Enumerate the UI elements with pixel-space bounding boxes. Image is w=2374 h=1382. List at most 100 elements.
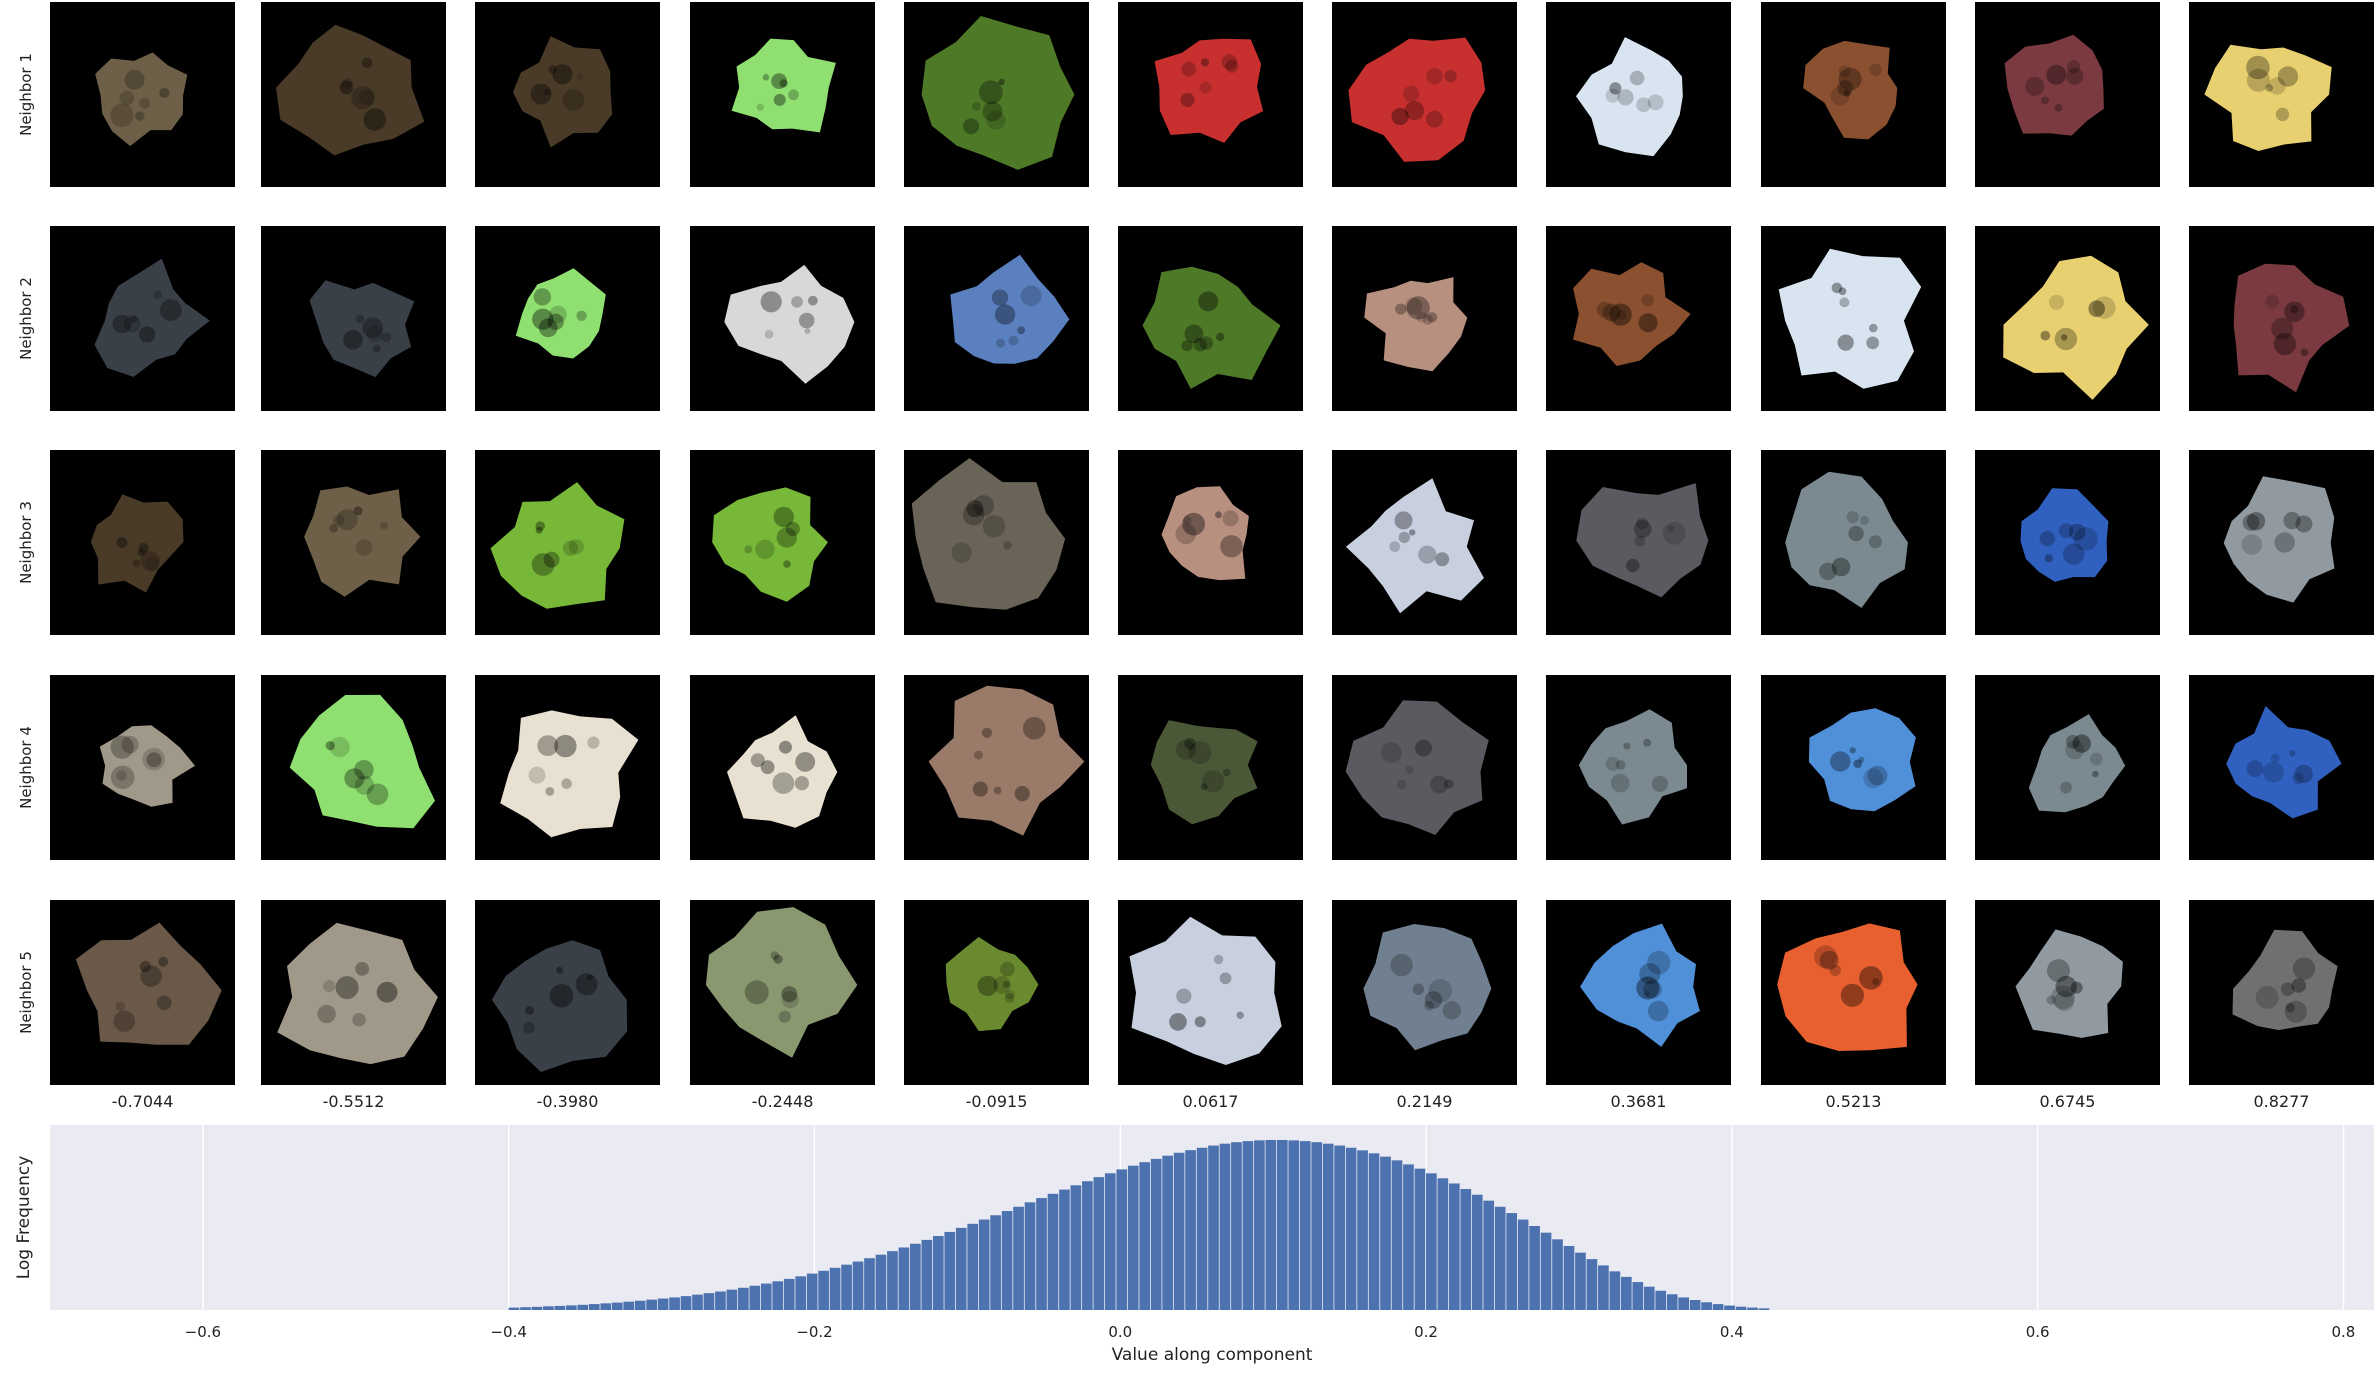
thumbnail-1-10 (1975, 2, 2160, 187)
texture-spot (1641, 294, 1654, 307)
histogram-bar (760, 1283, 772, 1310)
texture-spot (2092, 770, 2099, 778)
texture-spot (110, 103, 134, 128)
texture-spot (1849, 747, 1856, 754)
texture-spot (547, 313, 564, 330)
texture-spot (1843, 89, 1851, 97)
texture-spot (355, 962, 370, 976)
thumbnail-4-11 (2189, 675, 2374, 860)
texture-spot (2061, 334, 2068, 341)
thumbnail-4-6 (1118, 675, 1303, 860)
texture-spot (2025, 76, 2045, 96)
texture-spot (1605, 756, 1620, 771)
texture-spot (2289, 750, 2296, 757)
texture-spot (355, 314, 365, 324)
texture-spot (1609, 82, 1622, 95)
histogram-bar (1024, 1202, 1036, 1310)
texture-spot (1222, 768, 1231, 777)
texture-spot (1616, 310, 1627, 320)
texture-spot (537, 735, 559, 756)
texture-spot (1648, 1000, 1669, 1022)
texture-spot (2044, 554, 2053, 563)
texture-spot (139, 960, 152, 973)
texture-spot (2039, 530, 2055, 547)
histogram-bar (726, 1289, 738, 1310)
masked-region (515, 268, 606, 359)
histogram-bar (1460, 1189, 1472, 1310)
thumbnail-3-3 (475, 450, 660, 635)
texture-spot (2089, 752, 2103, 766)
texture-spot (1636, 976, 1660, 1000)
texture-spot (1829, 964, 1842, 976)
histogram-bar (1426, 1173, 1437, 1310)
texture-spot (1605, 88, 1620, 103)
texture-spot (1225, 59, 1239, 73)
histogram-bar (1082, 1181, 1093, 1310)
texture-spot (1184, 324, 1204, 344)
masked-region (705, 907, 858, 1058)
histogram-bar (1162, 1155, 1173, 1310)
texture-spot (110, 765, 135, 790)
masked-region (2233, 263, 2350, 393)
masked-region (1580, 923, 1700, 1047)
histogram-bar (1529, 1226, 1540, 1310)
texture-spot (1405, 297, 1423, 315)
masked-region (2204, 44, 2332, 152)
texture-spot (1188, 741, 1212, 765)
masked-region (2223, 476, 2335, 603)
texture-spot (1215, 511, 1222, 519)
texture-spot (1416, 311, 1428, 323)
thumbnail-1-9 (1761, 2, 1946, 187)
histogram-bar (864, 1258, 875, 1310)
texture-spot (1866, 336, 1880, 350)
thumbnail-1-8 (1546, 2, 1731, 187)
texture-spot (2054, 103, 2063, 112)
y-axis-label: Log Frequency (14, 1156, 34, 1280)
histogram-bar (669, 1297, 680, 1310)
histogram-bar (1414, 1168, 1426, 1310)
texture-spot (1380, 742, 1402, 763)
histogram-bar (692, 1294, 703, 1310)
texture-spot (156, 995, 172, 1011)
masked-region (1364, 277, 1468, 372)
texture-spot (2047, 959, 2070, 983)
masked-region (2226, 706, 2342, 819)
histogram-bar (738, 1287, 749, 1310)
row-label: Neighbor 1 (17, 53, 35, 136)
texture-spot (1846, 511, 1859, 524)
histogram-bar (1334, 1145, 1345, 1310)
texture-spot (1634, 535, 1646, 547)
histogram-bar (1357, 1150, 1368, 1310)
texture-spot (119, 90, 135, 106)
texture-spot (1184, 738, 1196, 750)
histogram-bar (932, 1236, 944, 1310)
x-tick-label: 0.0 (1108, 1323, 1132, 1341)
histogram-bar (967, 1223, 979, 1310)
histogram-bar (566, 1305, 577, 1311)
masked-region (724, 264, 855, 384)
histogram-bar (898, 1247, 910, 1310)
texture-spot (1424, 991, 1443, 1009)
texture-spot (2275, 107, 2290, 122)
texture-spot (145, 557, 160, 572)
texture-spot (372, 344, 381, 353)
texture-spot (773, 506, 794, 528)
texture-spot (2051, 985, 2075, 1010)
column-value: 0.2149 (1397, 1092, 1453, 1111)
x-tick-label: 0.6 (2026, 1323, 2050, 1341)
texture-spot (770, 951, 779, 960)
masked-region (289, 694, 435, 829)
texture-spot (329, 736, 350, 758)
row-label: Neighbor 3 (17, 501, 35, 584)
histogram-bar (1586, 1259, 1598, 1311)
texture-spot (2291, 978, 2306, 993)
texture-spot (1403, 85, 1420, 102)
texture-spot (1617, 89, 1634, 106)
texture-spot (2265, 84, 2273, 92)
masked-region (1345, 478, 1484, 614)
masked-region (90, 494, 184, 593)
texture-spot (1872, 978, 1880, 986)
texture-spot (2246, 760, 2264, 778)
texture-spot (1424, 1000, 1434, 1011)
texture-spot (1426, 67, 1443, 85)
